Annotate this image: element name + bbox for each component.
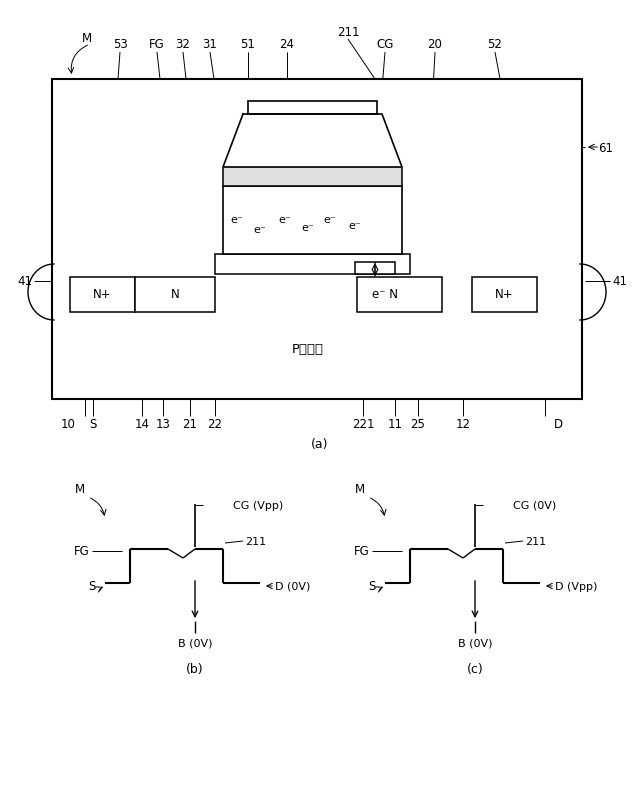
- Text: 221: 221: [352, 418, 374, 431]
- Polygon shape: [223, 115, 402, 168]
- Text: 61: 61: [598, 141, 614, 154]
- Text: D (0V): D (0V): [275, 581, 310, 591]
- Text: 13: 13: [156, 418, 170, 431]
- Text: e⁻: e⁻: [301, 223, 314, 233]
- Text: M: M: [355, 483, 365, 496]
- Text: B (0V): B (0V): [178, 638, 212, 648]
- Text: 32: 32: [175, 38, 191, 51]
- Text: S: S: [88, 580, 96, 593]
- Text: e⁻ N: e⁻ N: [372, 288, 398, 301]
- Text: 11: 11: [387, 418, 403, 431]
- Text: 211: 211: [525, 537, 546, 546]
- Bar: [355, 263, 395, 274]
- Text: M: M: [75, 483, 85, 496]
- Text: 211: 211: [337, 26, 359, 38]
- Text: e⁻: e⁻: [230, 215, 243, 225]
- Bar: [52, 80, 582, 399]
- Text: S: S: [90, 418, 97, 431]
- Text: (a): (a): [311, 438, 329, 451]
- Text: 51: 51: [241, 38, 255, 51]
- Text: CG (Vpp): CG (Vpp): [233, 500, 284, 510]
- Text: FG: FG: [355, 545, 370, 558]
- Text: e⁻: e⁻: [253, 225, 266, 235]
- Text: 52: 52: [488, 38, 502, 51]
- Bar: [223, 187, 402, 255]
- Text: e⁻: e⁻: [349, 221, 362, 231]
- Text: 24: 24: [280, 38, 294, 51]
- Text: (b): (b): [186, 662, 204, 675]
- Text: 53: 53: [113, 38, 127, 51]
- Text: 31: 31: [203, 38, 218, 51]
- Text: 41: 41: [17, 275, 32, 288]
- Text: FG: FG: [74, 545, 90, 558]
- Text: 21: 21: [182, 418, 198, 431]
- Text: M: M: [82, 31, 92, 44]
- Text: e⁻: e⁻: [278, 215, 291, 225]
- Bar: [135, 277, 215, 313]
- Text: (c): (c): [467, 662, 483, 675]
- Text: 22: 22: [207, 418, 223, 431]
- Text: N+: N+: [495, 288, 513, 301]
- Text: 25: 25: [411, 418, 426, 431]
- Bar: [215, 255, 410, 274]
- Text: D (Vpp): D (Vpp): [555, 581, 597, 591]
- Text: S: S: [369, 580, 376, 593]
- Text: N: N: [171, 288, 179, 301]
- Bar: [248, 102, 377, 115]
- Text: FG: FG: [149, 38, 165, 51]
- Text: 211: 211: [245, 537, 266, 546]
- Text: 10: 10: [61, 418, 76, 431]
- Text: D: D: [554, 418, 563, 431]
- Text: Pウェル: Pウェル: [292, 343, 324, 356]
- Text: 12: 12: [456, 418, 470, 431]
- Bar: [472, 277, 537, 313]
- Bar: [70, 277, 135, 313]
- Text: e⁻: e⁻: [324, 215, 337, 225]
- Bar: [357, 277, 442, 313]
- Text: B (0V): B (0V): [458, 638, 492, 648]
- Text: 41: 41: [612, 275, 627, 288]
- Bar: [223, 168, 402, 187]
- Text: CG: CG: [376, 38, 394, 51]
- Text: 20: 20: [428, 38, 442, 51]
- Text: CG (0V): CG (0V): [513, 500, 556, 510]
- Text: N+: N+: [93, 288, 111, 301]
- Text: 14: 14: [134, 418, 150, 431]
